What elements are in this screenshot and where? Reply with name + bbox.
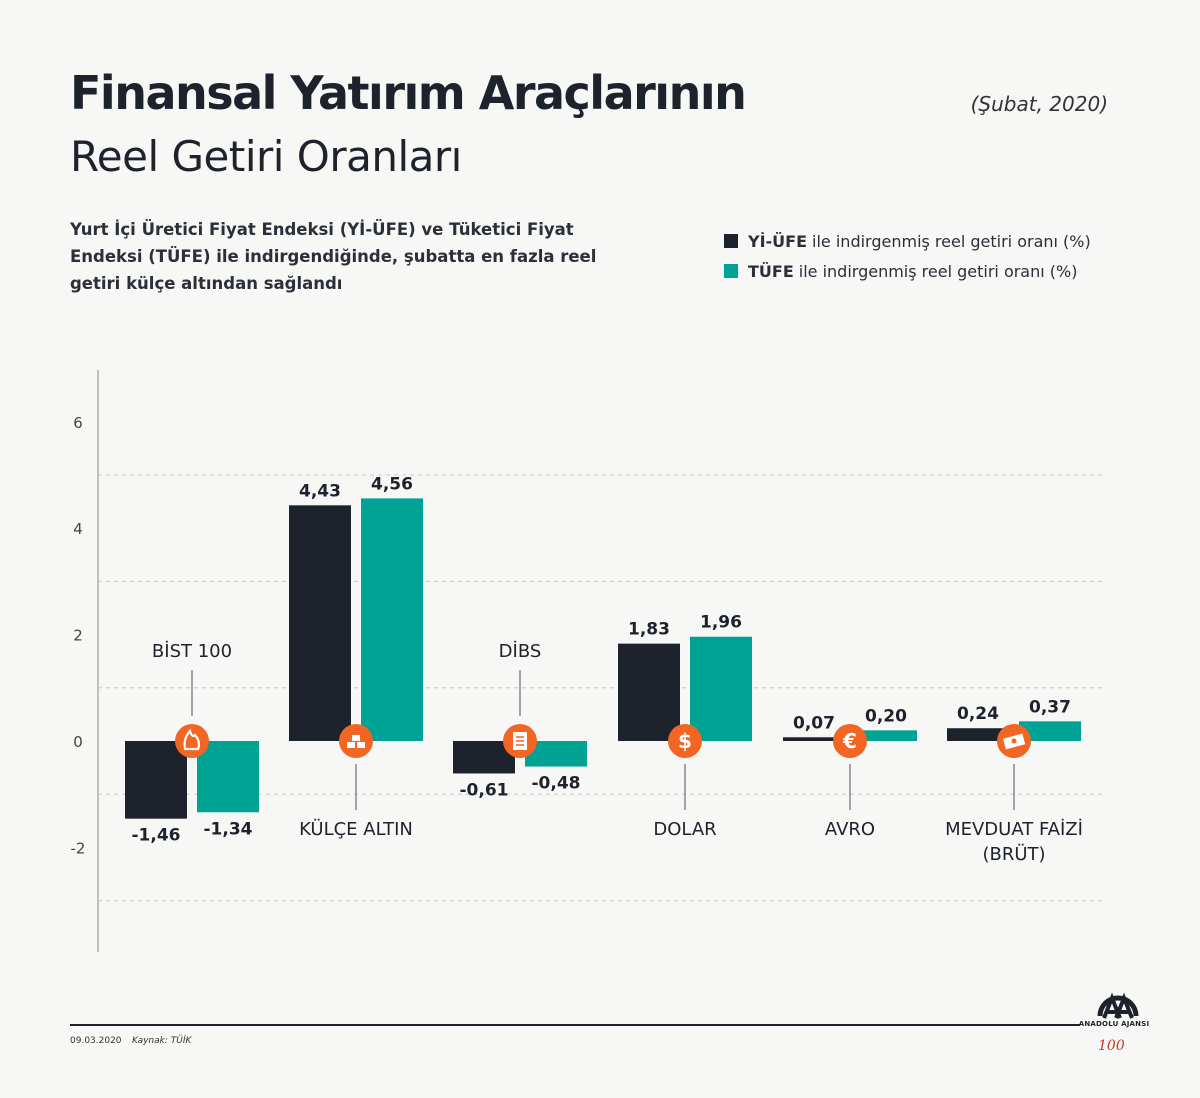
bar bbox=[125, 741, 187, 819]
subtitle: Yurt İçi Üretici Fiyat Endeksi (Yİ-ÜFE) … bbox=[70, 220, 597, 293]
data-label: 4,43 bbox=[299, 481, 341, 501]
gold-bar-glyph bbox=[347, 742, 355, 748]
data-label: -0,48 bbox=[532, 774, 581, 794]
data-label: -1,46 bbox=[132, 826, 181, 846]
footer-source: Kaynak: TÜİK bbox=[132, 1036, 192, 1046]
banknote-dot bbox=[1011, 738, 1017, 744]
anadolu-ajansi-logo: 100 bbox=[1097, 992, 1139, 1054]
dollar-glyph: $ bbox=[678, 729, 692, 753]
y-tick-label: 2 bbox=[73, 627, 83, 645]
bar-chart: 6 4 2 0 -2 -1,46 -1,34 BİST 100 4,43 4,56 KÜLÇE AL… bbox=[71, 370, 1105, 952]
page-title-secondary: Reel Getiri Oranları bbox=[70, 132, 462, 181]
bar bbox=[618, 643, 680, 741]
data-label: 0,07 bbox=[793, 713, 835, 733]
footer-divider bbox=[70, 1024, 1080, 1026]
bar bbox=[690, 636, 752, 741]
y-tick-label: 6 bbox=[73, 414, 83, 432]
data-label: 0,37 bbox=[1029, 697, 1071, 717]
legend: Yİ-ÜFE ile indirgenmiş reel getiri oranı… bbox=[724, 226, 1091, 286]
gold-bar-glyph bbox=[357, 742, 365, 748]
legend-swatch bbox=[724, 234, 738, 248]
footer-date: 09.03.2020 bbox=[70, 1036, 122, 1046]
bar bbox=[855, 730, 917, 741]
data-label: 0,20 bbox=[865, 706, 907, 726]
data-label: -0,61 bbox=[460, 780, 509, 800]
legend-item-yi-ufe: Yİ-ÜFE ile indirgenmiş reel getiri oranı… bbox=[724, 226, 1091, 256]
data-label: 1,83 bbox=[628, 620, 670, 640]
data-label: -1,34 bbox=[204, 819, 253, 839]
legend-text: ile indirgenmiş reel getiri oranı (%) bbox=[798, 261, 1078, 281]
y-tick-label: 4 bbox=[73, 520, 83, 538]
legend-swatch bbox=[724, 264, 738, 278]
data-label: 1,96 bbox=[700, 613, 742, 633]
bar bbox=[361, 498, 423, 741]
category-label: DOLAR bbox=[653, 819, 716, 840]
legend-key: TÜFE bbox=[748, 261, 794, 281]
euro-glyph: € bbox=[842, 729, 857, 753]
page-title: Finansal Yatırım Araçlarının bbox=[70, 66, 747, 120]
data-label: 4,56 bbox=[371, 474, 413, 494]
dollar-icon bbox=[668, 724, 702, 758]
y-tick-label: 0 bbox=[73, 733, 83, 751]
y-tick-label: -2 bbox=[71, 839, 86, 857]
category-label: BİST 100 bbox=[152, 641, 232, 662]
logo-text: ANADOLU AJANSI bbox=[1078, 1020, 1150, 1028]
fire-icon bbox=[175, 724, 209, 758]
data-label: 0,24 bbox=[957, 704, 999, 724]
legend-text: ile indirgenmiş reel getiri oranı (%) bbox=[812, 231, 1091, 251]
category-label: AVRO bbox=[825, 819, 875, 840]
legend-key: Yİ-ÜFE bbox=[748, 231, 808, 251]
bar bbox=[1019, 721, 1081, 741]
svg-text:100: 100 bbox=[1098, 1038, 1125, 1054]
category-label: KÜLÇE ALTIN bbox=[299, 818, 413, 840]
bar bbox=[783, 737, 845, 741]
gold-bar-glyph bbox=[352, 735, 360, 741]
period-label: (Şubat, 2020) bbox=[970, 92, 1108, 116]
bar bbox=[197, 741, 259, 813]
category-label: DİBS bbox=[499, 641, 542, 662]
bar bbox=[947, 728, 1009, 741]
legend-item-tufe: TÜFE ile indirgenmiş reel getiri oranı (… bbox=[724, 256, 1091, 286]
fire-glyph bbox=[183, 728, 201, 751]
euro-icon bbox=[833, 724, 867, 758]
category-label: (BRÜT) bbox=[982, 843, 1045, 865]
category-label: MEVDUAT FAİZİ bbox=[945, 819, 1083, 840]
bar bbox=[289, 505, 351, 741]
